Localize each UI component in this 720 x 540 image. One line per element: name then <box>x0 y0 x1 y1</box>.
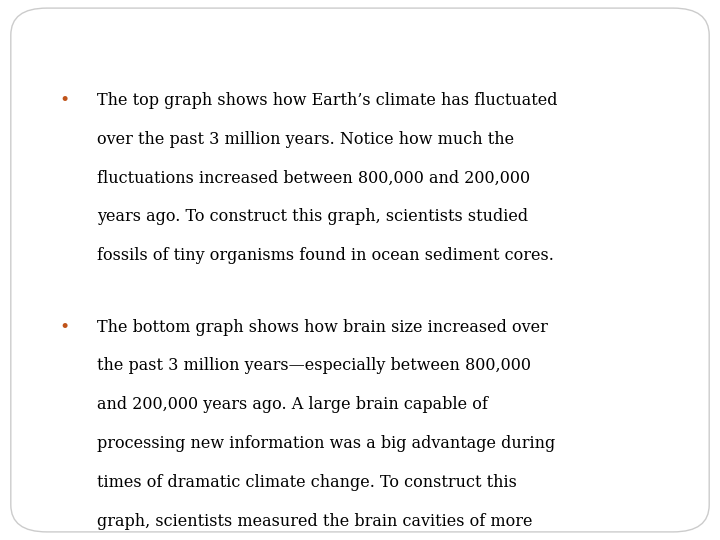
Text: and 200,000 years ago. A large brain capable of: and 200,000 years ago. A large brain cap… <box>97 396 488 413</box>
FancyBboxPatch shape <box>11 8 709 532</box>
Text: over the past 3 million years. Notice how much the: over the past 3 million years. Notice ho… <box>97 131 514 147</box>
Text: fluctuations increased between 800,000 and 200,000: fluctuations increased between 800,000 a… <box>97 170 531 186</box>
Text: processing new information was a big advantage during: processing new information was a big adv… <box>97 435 555 452</box>
Text: graph, scientists measured the brain cavities of more: graph, scientists measured the brain cav… <box>97 513 533 530</box>
Text: years ago. To construct this graph, scientists studied: years ago. To construct this graph, scie… <box>97 208 528 225</box>
Text: the past 3 million years—especially between 800,000: the past 3 million years—especially betw… <box>97 357 531 374</box>
Text: times of dramatic climate change. To construct this: times of dramatic climate change. To con… <box>97 474 517 491</box>
Text: •: • <box>60 319 70 335</box>
Text: •: • <box>60 92 70 109</box>
Text: fossils of tiny organisms found in ocean sediment cores.: fossils of tiny organisms found in ocean… <box>97 247 554 264</box>
Text: The bottom graph shows how brain size increased over: The bottom graph shows how brain size in… <box>97 319 548 335</box>
Text: The top graph shows how Earth’s climate has fluctuated: The top graph shows how Earth’s climate … <box>97 92 558 109</box>
